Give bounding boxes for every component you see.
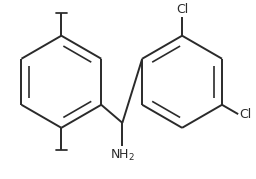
Text: Cl: Cl [176,3,188,16]
Text: Cl: Cl [239,108,252,121]
Text: NH$_2$: NH$_2$ [110,148,135,163]
